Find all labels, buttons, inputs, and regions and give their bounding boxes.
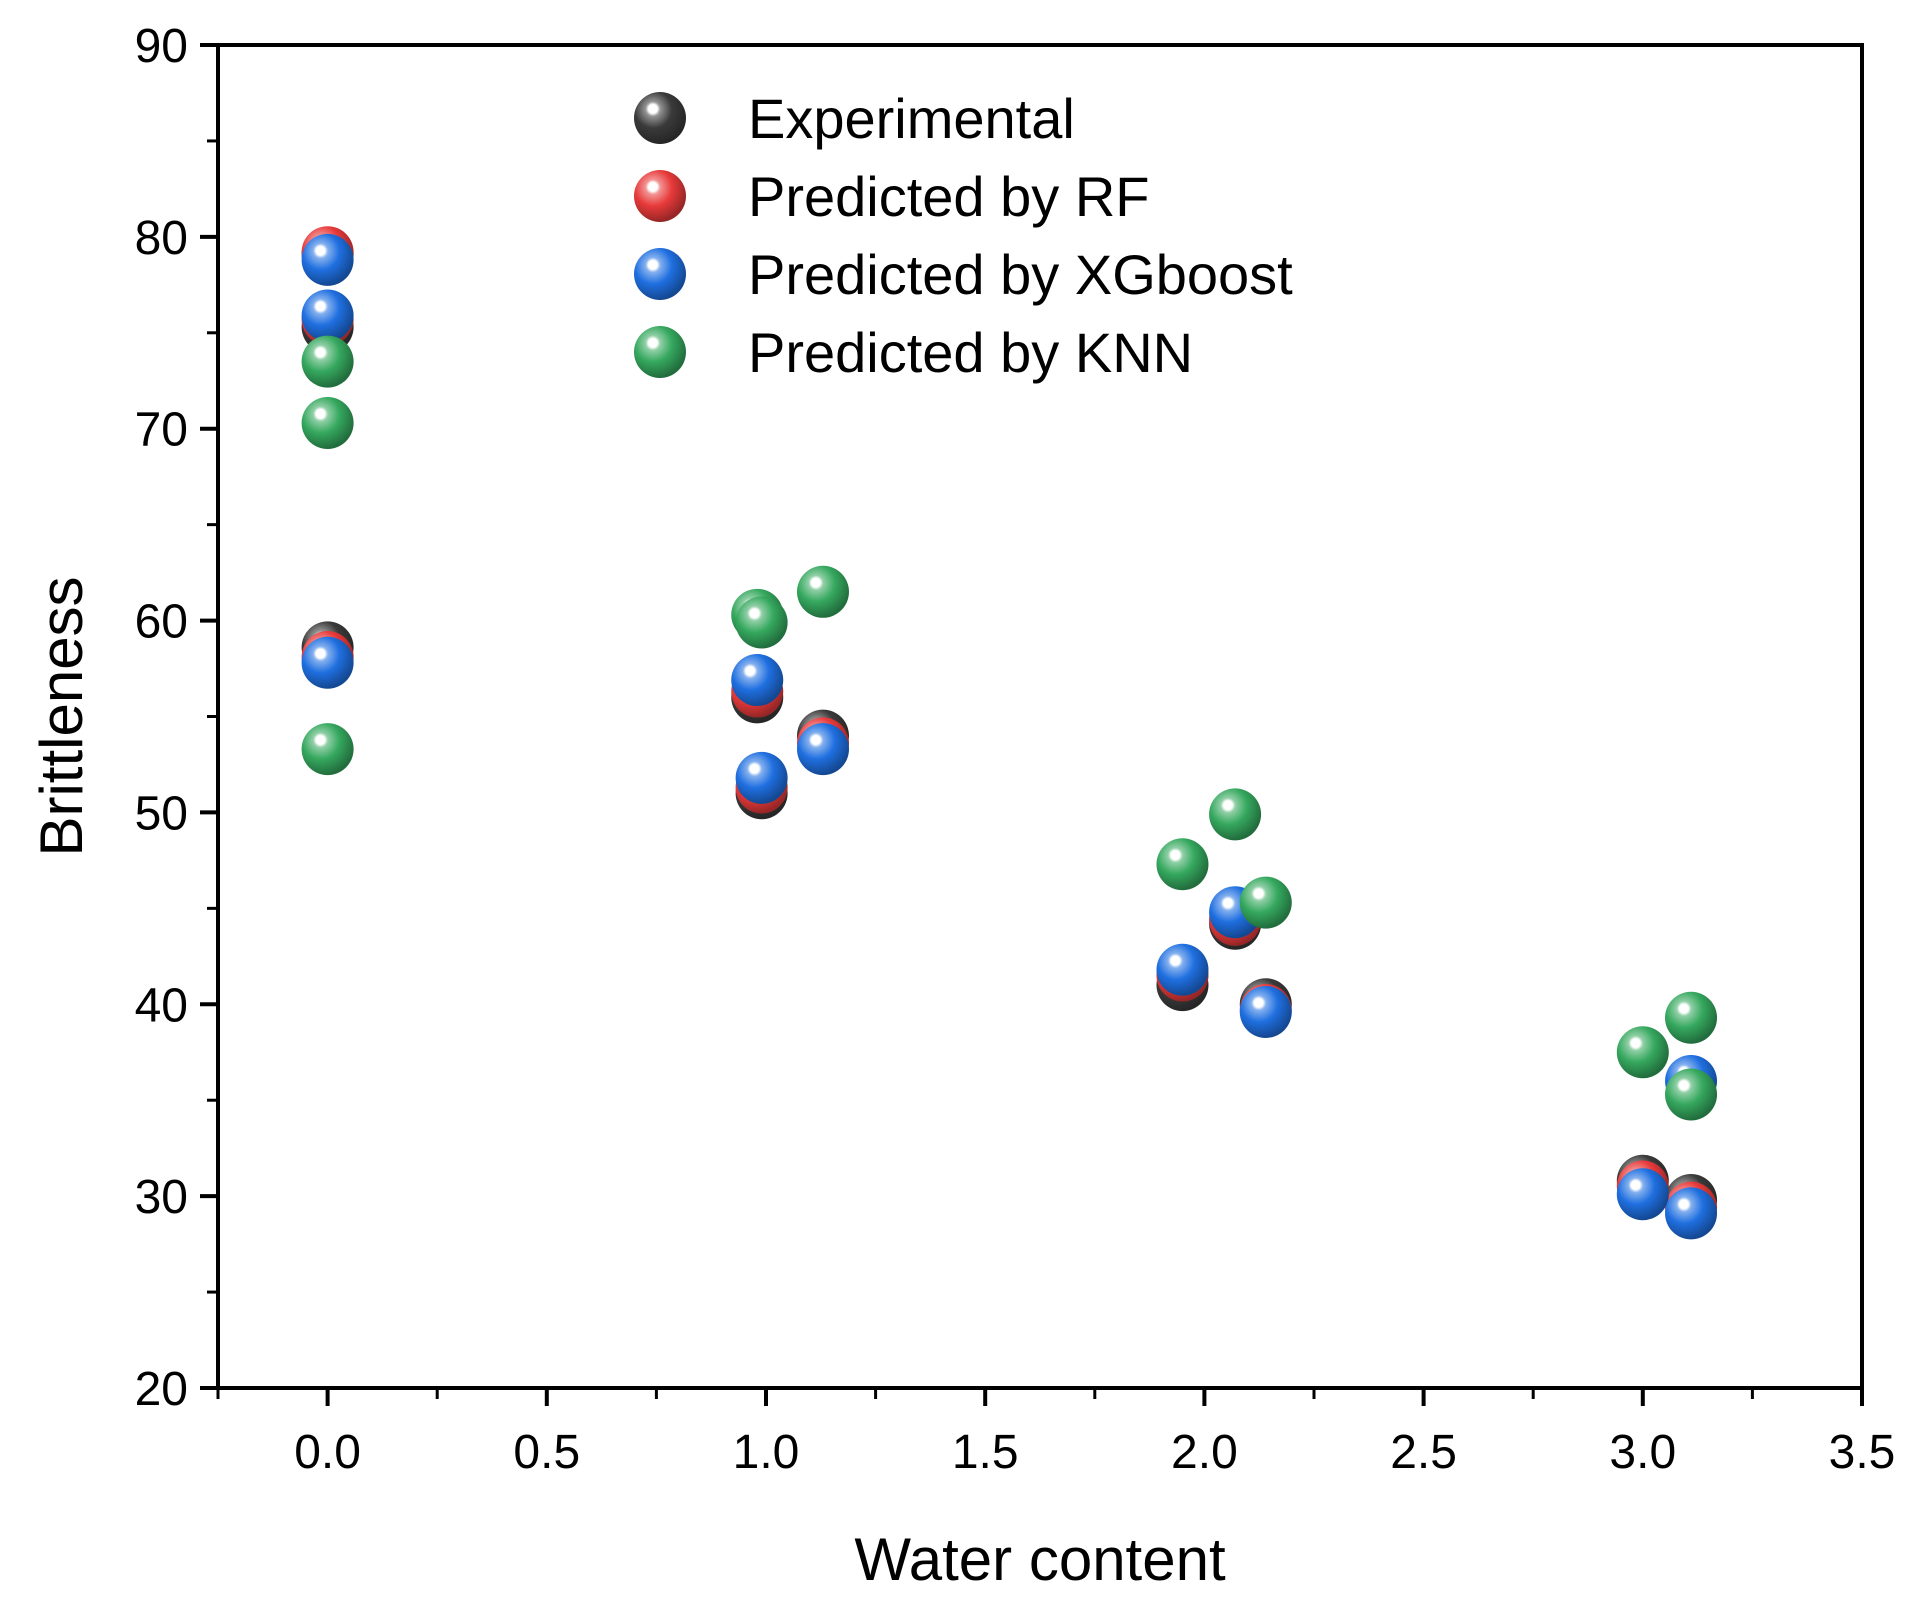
data-point-predicted-by-knn xyxy=(1665,1068,1718,1121)
legend-marker xyxy=(634,170,686,222)
legend-label: Predicted by XGboost xyxy=(748,243,1293,306)
data-point-predicted-by-xgboost xyxy=(735,751,788,804)
x-tick-label: 0.5 xyxy=(513,1426,580,1479)
x-tick-label: 1.5 xyxy=(952,1426,1019,1479)
legend-label: Predicted by RF xyxy=(748,165,1150,228)
legend-item-experimental: Experimental xyxy=(634,87,1075,150)
data-point-predicted-by-knn xyxy=(1665,991,1718,1044)
data-point-predicted-by-xgboost xyxy=(1665,1187,1718,1240)
legend: Experimental Predicted by RF Predicted by … xyxy=(634,87,1293,384)
x-axis: 0.0 0.5 1.0 1.5 2.0 2.5 3.0 3.5 xyxy=(216,1388,1896,1479)
series-predicted-by-xgboost xyxy=(301,233,1718,1240)
y-tick-label: 90 xyxy=(135,20,188,73)
legend-item-predicted-by-xgboost: Predicted by XGboost xyxy=(634,243,1293,306)
data-point-predicted-by-knn xyxy=(1239,876,1292,929)
x-axis-title: Water content xyxy=(854,1526,1226,1593)
y-tick-label: 30 xyxy=(135,1171,188,1224)
data-point-predicted-by-knn xyxy=(796,565,849,618)
legend-marker xyxy=(634,248,686,300)
y-tick-label: 50 xyxy=(135,787,188,840)
x-tick-label: 3.0 xyxy=(1609,1426,1676,1479)
legend-item-predicted-by-rf: Predicted by RF xyxy=(634,165,1150,228)
y-axis: 20 30 40 50 60 70 80 90 xyxy=(135,20,218,1416)
data-point-predicted-by-knn xyxy=(1209,788,1262,841)
legend-item-predicted-by-knn: Predicted by KNN xyxy=(634,321,1193,384)
x-tick-label: 3.5 xyxy=(1829,1426,1896,1479)
data-point-predicted-by-knn xyxy=(301,396,354,449)
data-point-predicted-by-knn xyxy=(1616,1026,1669,1079)
y-tick-label: 60 xyxy=(135,596,188,649)
legend-marker xyxy=(634,326,686,378)
x-tick-label: 2.5 xyxy=(1390,1426,1457,1479)
data-point-predicted-by-knn xyxy=(735,596,788,649)
y-axis-title: Brittleness xyxy=(28,576,95,856)
points-layer xyxy=(301,226,1718,1240)
data-point-predicted-by-xgboost xyxy=(301,636,354,689)
data-point-predicted-by-xgboost xyxy=(1239,985,1292,1038)
y-tick-label: 70 xyxy=(135,404,188,457)
y-tick-label: 40 xyxy=(135,979,188,1032)
x-tick-label: 1.0 xyxy=(733,1426,800,1479)
x-tick-label: 0.0 xyxy=(294,1426,361,1479)
legend-marker xyxy=(634,92,686,144)
data-point-predicted-by-xgboost xyxy=(731,654,784,707)
data-point-predicted-by-xgboost xyxy=(796,723,849,776)
legend-label: Predicted by KNN xyxy=(748,321,1193,384)
y-tick-label: 80 xyxy=(135,212,188,265)
data-point-predicted-by-xgboost xyxy=(301,233,354,286)
data-point-predicted-by-xgboost xyxy=(301,289,354,342)
legend-label: Experimental xyxy=(748,87,1075,150)
data-point-predicted-by-xgboost xyxy=(1156,943,1209,996)
data-point-predicted-by-knn xyxy=(301,335,354,388)
data-point-predicted-by-knn xyxy=(301,723,354,776)
y-tick-label: 20 xyxy=(135,1363,188,1416)
series-predicted-by-knn xyxy=(301,335,1718,1121)
data-point-predicted-by-xgboost xyxy=(1616,1168,1669,1221)
data-point-predicted-by-knn xyxy=(1156,838,1209,891)
x-tick-label: 2.0 xyxy=(1171,1426,1238,1479)
